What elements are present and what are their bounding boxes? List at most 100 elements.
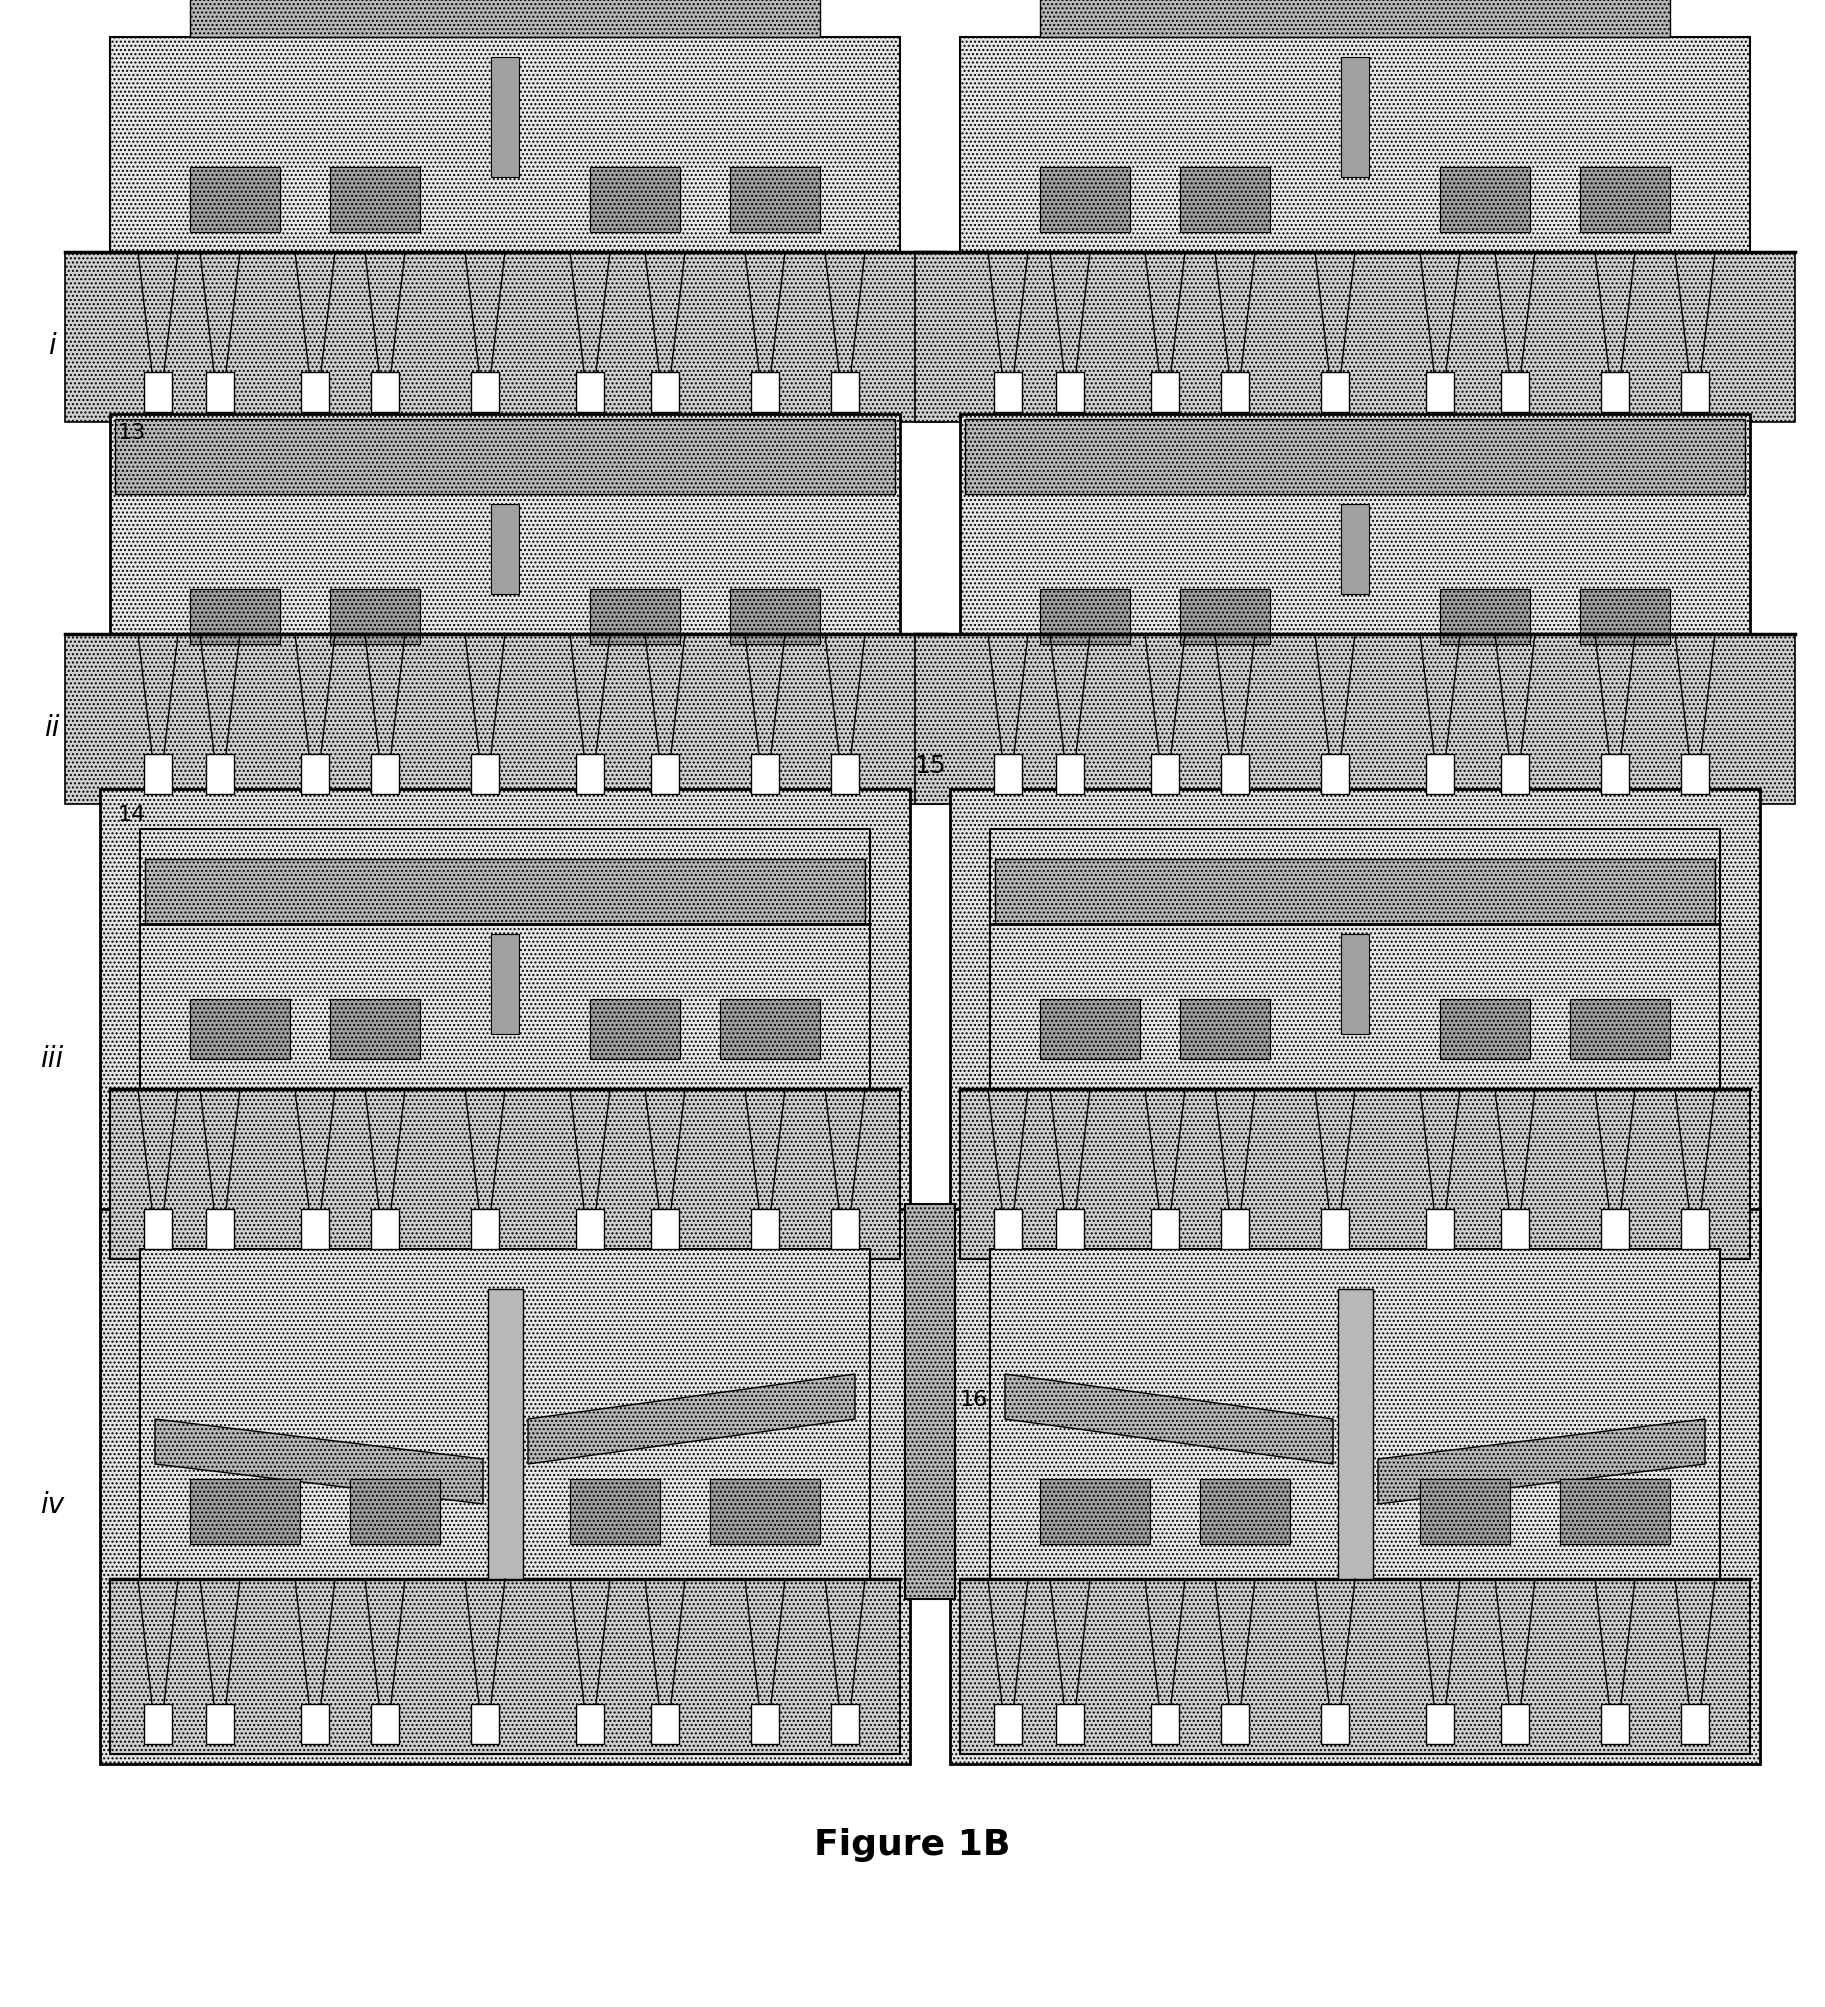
Bar xyxy=(1221,373,1248,413)
Bar xyxy=(577,755,604,795)
Bar xyxy=(1040,0,1670,38)
Bar xyxy=(110,38,900,253)
Bar xyxy=(1425,1210,1455,1250)
Bar xyxy=(995,859,1716,925)
Bar xyxy=(1181,169,1270,233)
Bar xyxy=(190,169,279,233)
Bar xyxy=(1580,169,1670,233)
Bar xyxy=(995,1210,1022,1250)
Bar xyxy=(1500,755,1529,795)
Polygon shape xyxy=(155,1419,484,1505)
Text: Figure 1B: Figure 1B xyxy=(814,1826,1011,1860)
Bar xyxy=(144,859,865,925)
Bar xyxy=(1601,755,1630,795)
Bar xyxy=(1040,1479,1150,1543)
Bar xyxy=(960,1090,1750,1258)
Bar xyxy=(730,590,819,644)
Bar xyxy=(1500,1210,1529,1250)
Bar xyxy=(301,755,328,795)
Bar xyxy=(1570,999,1670,1060)
Bar xyxy=(1500,373,1529,413)
Bar xyxy=(330,169,420,233)
Bar xyxy=(1221,755,1248,795)
Bar xyxy=(752,1704,779,1744)
Bar xyxy=(1500,1704,1529,1744)
Bar xyxy=(190,590,279,644)
Bar xyxy=(370,1210,400,1250)
Bar xyxy=(190,999,290,1060)
Bar xyxy=(830,755,860,795)
Text: iii: iii xyxy=(40,1044,64,1072)
Bar xyxy=(206,755,234,795)
Text: 14: 14 xyxy=(119,805,146,825)
Bar xyxy=(1425,373,1455,413)
Bar xyxy=(1321,1210,1349,1250)
Bar xyxy=(206,373,234,413)
Bar xyxy=(721,999,819,1060)
Bar xyxy=(951,1210,1759,1764)
Bar xyxy=(370,373,400,413)
Bar xyxy=(144,1704,172,1744)
Bar xyxy=(989,829,1719,1090)
Bar xyxy=(206,1210,234,1250)
Bar xyxy=(1681,1210,1708,1250)
Bar xyxy=(301,1704,328,1744)
Bar xyxy=(110,415,900,634)
Bar xyxy=(1321,373,1349,413)
Bar xyxy=(491,504,518,594)
Bar xyxy=(330,590,420,644)
Bar xyxy=(589,590,681,644)
Bar xyxy=(960,1580,1750,1754)
Bar xyxy=(951,789,1759,1268)
Bar xyxy=(1425,1704,1455,1744)
Bar xyxy=(577,1704,604,1744)
Bar xyxy=(914,253,1796,423)
Bar xyxy=(1681,1704,1708,1744)
Bar xyxy=(1057,1704,1084,1744)
Bar xyxy=(471,1704,498,1744)
Bar xyxy=(589,999,681,1060)
Bar xyxy=(914,634,1796,805)
Bar xyxy=(301,373,328,413)
Bar xyxy=(960,415,1750,634)
Bar xyxy=(491,58,518,179)
Bar xyxy=(1425,755,1455,795)
Bar xyxy=(960,38,1750,253)
Bar xyxy=(206,1704,234,1744)
Bar xyxy=(830,1210,860,1250)
Bar xyxy=(471,373,498,413)
Bar xyxy=(830,373,860,413)
Bar xyxy=(471,1210,498,1250)
Bar xyxy=(752,373,779,413)
Bar xyxy=(1681,373,1708,413)
Bar xyxy=(1321,1704,1349,1744)
Polygon shape xyxy=(527,1375,854,1465)
Text: iv: iv xyxy=(40,1491,64,1519)
Bar xyxy=(1152,1704,1179,1744)
Bar xyxy=(1560,1479,1670,1543)
Bar xyxy=(652,1210,679,1250)
Bar xyxy=(1601,1704,1630,1744)
Bar xyxy=(1341,935,1369,1034)
Bar xyxy=(1040,590,1130,644)
Bar xyxy=(471,755,498,795)
Polygon shape xyxy=(1378,1419,1705,1505)
Bar xyxy=(1152,1210,1179,1250)
Bar xyxy=(301,1210,328,1250)
Bar xyxy=(1601,1210,1630,1250)
Bar xyxy=(830,1704,860,1744)
Bar xyxy=(995,1704,1022,1744)
Bar xyxy=(652,373,679,413)
Bar xyxy=(730,169,819,233)
Bar xyxy=(66,253,945,423)
Bar xyxy=(1040,169,1130,233)
Bar xyxy=(370,1704,400,1744)
Bar xyxy=(1221,1704,1248,1744)
Bar xyxy=(1440,169,1529,233)
Bar xyxy=(752,1210,779,1250)
Polygon shape xyxy=(1006,1375,1332,1465)
Bar xyxy=(144,373,172,413)
Bar xyxy=(1601,373,1630,413)
Bar xyxy=(330,999,420,1060)
Bar xyxy=(1580,590,1670,644)
